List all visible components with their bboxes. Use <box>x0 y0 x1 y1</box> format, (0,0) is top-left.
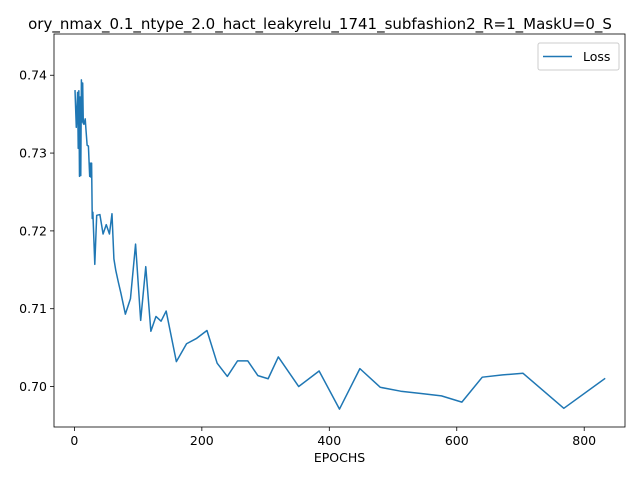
x-tick-label: 200 <box>190 433 214 448</box>
legend-label-loss: Loss <box>583 49 610 64</box>
legend-frame <box>537 42 620 71</box>
x-tick-label: 600 <box>445 433 469 448</box>
y-tick-label: 0.70 <box>19 379 47 394</box>
x-axis-label: EPOCHS <box>314 450 365 465</box>
y-tick-label: 0.73 <box>19 146 47 161</box>
legend: Loss <box>537 42 620 71</box>
y-tick-label: 0.71 <box>19 301 47 316</box>
axes-background <box>54 34 625 427</box>
x-axis-ticks: 0 200 400 600 800 <box>70 427 596 448</box>
y-tick-label: 0.72 <box>19 223 47 238</box>
plot-area <box>54 34 625 427</box>
x-tick-label: 400 <box>317 433 341 448</box>
series-line-loss <box>74 79 606 410</box>
x-tick-label: 800 <box>572 433 596 448</box>
y-tick-label: 0.74 <box>19 68 47 83</box>
y-axis-ticks: 0.70 0.71 0.72 0.73 0.74 <box>19 68 54 394</box>
x-tick-label: 0 <box>70 433 78 448</box>
chart-title: ory_nmax_0.1_ntype_2.0_hact_leakyrelu_17… <box>28 15 612 34</box>
series-layer <box>74 79 606 410</box>
